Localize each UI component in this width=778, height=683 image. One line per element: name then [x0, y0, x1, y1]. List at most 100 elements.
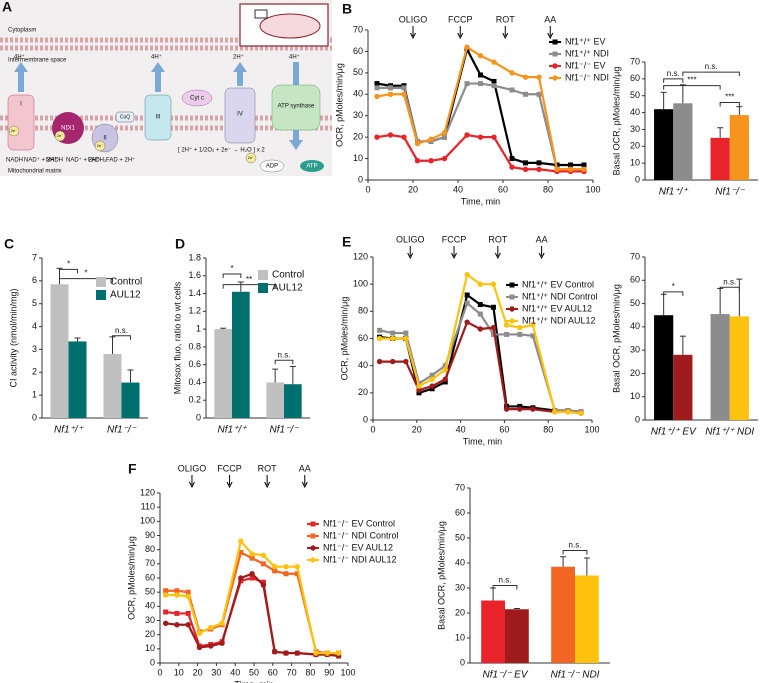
legend-swatch [258, 270, 268, 280]
x-axis-label: Time, min [463, 436, 502, 446]
y-tick-label: 20 [455, 607, 465, 617]
y-tick-label: 70 [455, 482, 465, 492]
y-tick-label: 5 [32, 298, 37, 308]
point [464, 319, 470, 325]
y-tick-label: 120 [140, 487, 155, 497]
legend-marker [509, 318, 515, 324]
sig-label: * [230, 264, 233, 273]
legend-label: AUL12 [110, 290, 141, 301]
point [249, 551, 255, 557]
x-tick-label: Nf1⁻/⁻ [715, 187, 745, 198]
legend-marker [310, 545, 316, 551]
point [388, 85, 393, 91]
point [565, 409, 571, 415]
legend-label: Nf1⁺/⁺ NDI [565, 48, 609, 58]
atp-label: ADP [266, 164, 278, 170]
point [536, 160, 542, 166]
point [464, 300, 470, 306]
point [477, 53, 484, 59]
sig-label: *** [687, 76, 696, 85]
point [503, 322, 510, 328]
arrow-head [301, 481, 308, 489]
point [414, 140, 421, 147]
adp [259, 159, 285, 173]
x-tick-label: 60 [268, 667, 278, 677]
sig-bracket [663, 78, 684, 83]
point [238, 550, 244, 555]
y-tick-label: 0 [150, 657, 155, 667]
point [441, 155, 448, 162]
point [491, 59, 497, 65]
point [390, 330, 396, 336]
sig-label: n.s. [667, 69, 680, 78]
point [509, 87, 515, 93]
sig-label: * [672, 282, 675, 291]
arrow-head [407, 252, 414, 260]
point [249, 575, 255, 581]
y-axis-label: CI activity (nmol/min/mg) [8, 288, 18, 387]
sig-bracket [719, 101, 740, 107]
bar [729, 316, 749, 420]
x-tick-label: 80 [543, 424, 553, 434]
point [478, 81, 483, 87]
sig-bracket [58, 278, 113, 283]
panel-letter: A [2, 0, 12, 15]
x-tick-label: 0 [365, 184, 370, 194]
point [442, 367, 448, 373]
substrate: NADH [6, 158, 23, 164]
point [162, 592, 169, 598]
y-tick-label: 1.8 [188, 252, 201, 262]
x-tick-label: Nf1⁺/⁺ [218, 425, 248, 436]
bar [575, 575, 599, 663]
x-tick-label: 100 [340, 667, 355, 677]
point [335, 650, 342, 656]
point [477, 311, 483, 317]
injection-label: OLIGO [178, 463, 207, 473]
point [238, 538, 244, 544]
x-tick-label: 90 [324, 667, 334, 677]
sig-bracket [222, 273, 242, 278]
y-tick-label: 20 [145, 629, 155, 639]
injection-label: OLIGO [396, 234, 425, 244]
y-tick-label: 20 [358, 387, 368, 397]
legend-marker [552, 75, 558, 81]
bar [121, 382, 140, 418]
point [490, 324, 497, 331]
x-tick-label: Nf1⁺/⁺ [54, 425, 84, 436]
injection-label: ROT [488, 234, 508, 244]
y-tick-label: 7 [32, 252, 37, 262]
point [517, 406, 523, 412]
y-tick-label: 30 [353, 110, 363, 120]
point [390, 358, 396, 365]
bar [214, 329, 232, 418]
point [442, 379, 448, 385]
sig-label: n.s. [278, 350, 291, 359]
point [429, 372, 435, 378]
bar [710, 137, 730, 180]
complex-label: IV [237, 112, 243, 118]
bar [729, 115, 749, 180]
y-tick-label: 1.6 [188, 270, 201, 280]
y-tick-label: 1 [32, 390, 37, 400]
point [238, 575, 244, 581]
point [283, 563, 289, 570]
point [185, 589, 191, 595]
point [403, 358, 409, 365]
point [185, 610, 191, 616]
y-tick-label: 30 [455, 582, 465, 592]
y-tick-label: 50 [630, 298, 640, 308]
region-label: Intermembrane space [8, 58, 67, 64]
point [401, 134, 407, 140]
complex-label: ATP synthase [278, 104, 315, 110]
injection-label: ROT [258, 463, 278, 473]
panel-letter: E [342, 234, 351, 250]
bar [551, 566, 575, 663]
y-tick-label: 10 [630, 391, 640, 401]
x-tick-label: Nf1⁺/⁺ NDI [705, 427, 754, 438]
y-tick-label: 80 [358, 306, 368, 316]
point [401, 91, 407, 97]
complex-iv [224, 87, 256, 144]
y-tick-label: 1 [196, 323, 201, 333]
legend-marker [509, 282, 515, 288]
point [477, 326, 484, 332]
